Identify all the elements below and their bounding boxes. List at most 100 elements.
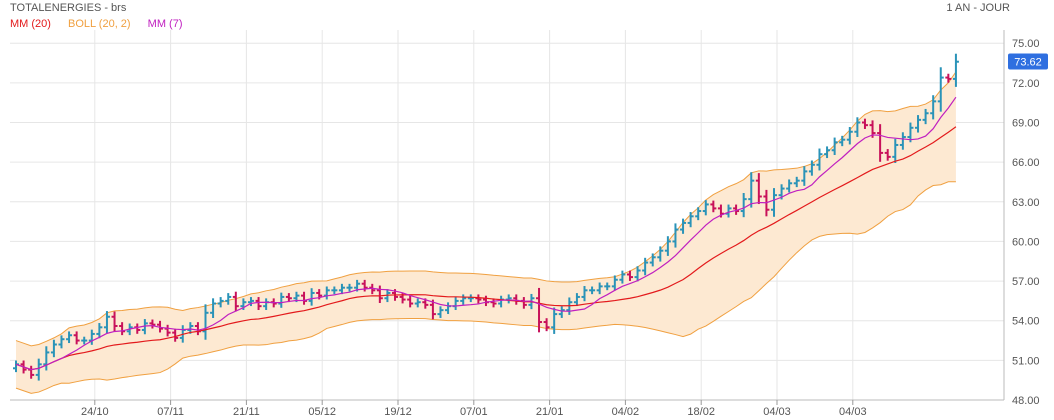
ohlc-bar	[748, 172, 755, 208]
ohlc-bar	[247, 297, 254, 307]
y-tick-label: 60.00	[1012, 236, 1040, 248]
ohlc-bar	[801, 166, 808, 186]
ohlc-bar	[581, 286, 588, 302]
ohlc-bar	[710, 200, 717, 213]
ohlc-bar	[649, 253, 656, 267]
ohlc-bar	[892, 138, 899, 164]
ohlc-bar	[172, 328, 179, 342]
ohlc-bar	[369, 283, 376, 295]
ohlc-bar	[58, 335, 65, 349]
period-selector[interactable]: 1 AN - JOUR	[946, 2, 1010, 14]
legend-ma7: MM (7)	[147, 18, 183, 30]
x-tick-label: 05/12	[308, 406, 336, 418]
ohlc-bar	[437, 306, 444, 318]
ohlc-bar	[338, 283, 345, 295]
ohlc-bar	[50, 339, 57, 358]
ohlc-bar	[278, 292, 285, 308]
ohlc-bar	[460, 294, 467, 305]
ohlc-bar	[930, 95, 937, 120]
ohlc-bar	[945, 73, 952, 83]
ohlc-bar	[589, 286, 596, 295]
ohlc-bar	[141, 319, 148, 335]
ohlc-bar	[846, 126, 853, 145]
ohlc-bar	[103, 311, 110, 334]
ohlc-bar	[467, 294, 474, 303]
legend-ma20: MM (20)	[10, 18, 51, 30]
ohlc-bar	[884, 149, 891, 161]
ohlc-bar	[839, 135, 846, 147]
ohlc-bar	[740, 192, 747, 218]
ohlc-bar	[255, 297, 262, 311]
ohlc-bar	[899, 132, 906, 150]
ohlc-bar	[96, 323, 103, 339]
ohlc-bar	[81, 336, 88, 345]
legend: MM (20) BOLL (20, 2) MM (7)	[10, 18, 196, 30]
ohlc-bar	[35, 358, 42, 381]
ohlc-bar	[824, 146, 831, 159]
x-tick-label: 18/02	[687, 406, 715, 418]
ohlc-bar	[490, 298, 497, 308]
moving-averages	[15, 96, 957, 371]
ohlc-bar	[346, 283, 353, 292]
ohlc-bar	[558, 306, 565, 318]
x-tick-label: 24/10	[81, 406, 109, 418]
ohlc-bar	[619, 270, 626, 284]
ohlc-bar	[73, 331, 80, 345]
bollinger-lower	[15, 181, 956, 394]
ma7-line	[15, 96, 957, 371]
ohlc-bar	[642, 257, 649, 276]
ohlc-bar	[43, 346, 50, 371]
ohlc-bar	[611, 275, 618, 291]
ohlc-bar	[771, 188, 777, 217]
ohlc-bar	[702, 200, 709, 216]
ohlc-bar	[877, 124, 884, 162]
ohlc-bar	[922, 108, 929, 125]
ohlc-bar	[308, 288, 315, 306]
x-axis-ticks: 24/10 07/11 21/11 05/12 19/12 07/01 21/01 04/02…	[81, 400, 867, 418]
x-tick-label: 07/11	[157, 406, 184, 418]
ohlc-bar	[157, 320, 164, 333]
x-tick-label: 21/01	[536, 406, 564, 418]
ohlc-bar	[232, 291, 239, 312]
y-tick-label: 48.00	[1012, 395, 1040, 407]
ohlc-bar	[937, 67, 944, 112]
y-tick-label: 57.00	[1012, 276, 1040, 288]
ohlc-bar	[854, 117, 861, 137]
x-tick-label: 04/03	[763, 406, 791, 418]
x-tick-label: 04/03	[839, 406, 867, 418]
ohlc-bar	[831, 137, 838, 156]
y-tick-label: 66.00	[1012, 157, 1040, 169]
ohlc-bar	[672, 223, 679, 248]
chart-title: TOTALENERGIES - brs	[10, 2, 127, 14]
ohlc-bar	[687, 212, 694, 228]
x-tick-label: 07/01	[460, 406, 488, 418]
ohlc-bar	[755, 173, 762, 205]
ohlc-bar	[680, 218, 687, 234]
last-price-bg	[1008, 53, 1048, 70]
ohlc-bar	[952, 53, 959, 87]
ohlc-bar	[475, 294, 482, 304]
legend-bollinger: BOLL (20, 2)	[68, 18, 131, 30]
ohlc-bar	[573, 293, 580, 307]
ohlc-bar	[376, 285, 383, 304]
bollinger-fill	[16, 71, 956, 394]
y-tick-label: 72.00	[1012, 78, 1040, 90]
ohlc-bar	[793, 176, 800, 188]
ohlc-bar	[786, 179, 793, 193]
ma20-line	[15, 126, 957, 371]
x-tick-label: 21/11	[233, 406, 260, 418]
y-tick-label: 69.00	[1012, 118, 1040, 130]
last-price-label: 73.62	[1014, 56, 1042, 68]
ohlc-bar	[536, 287, 543, 333]
ohlc-bar	[657, 246, 664, 262]
ohlc-bar	[634, 266, 641, 282]
ohlc-bar	[331, 286, 338, 295]
ohlc-bar	[695, 207, 702, 221]
ohlc-bar	[543, 318, 550, 332]
ohlc-bar	[202, 304, 209, 340]
ohlc-bar	[285, 293, 292, 303]
y-tick-label: 75.00	[1012, 38, 1040, 50]
ohlc-bar	[429, 299, 436, 320]
ohlc-bar	[414, 298, 421, 308]
